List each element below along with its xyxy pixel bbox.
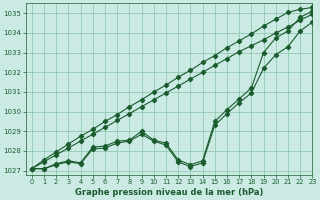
X-axis label: Graphe pression niveau de la mer (hPa): Graphe pression niveau de la mer (hPa) (75, 188, 263, 197)
